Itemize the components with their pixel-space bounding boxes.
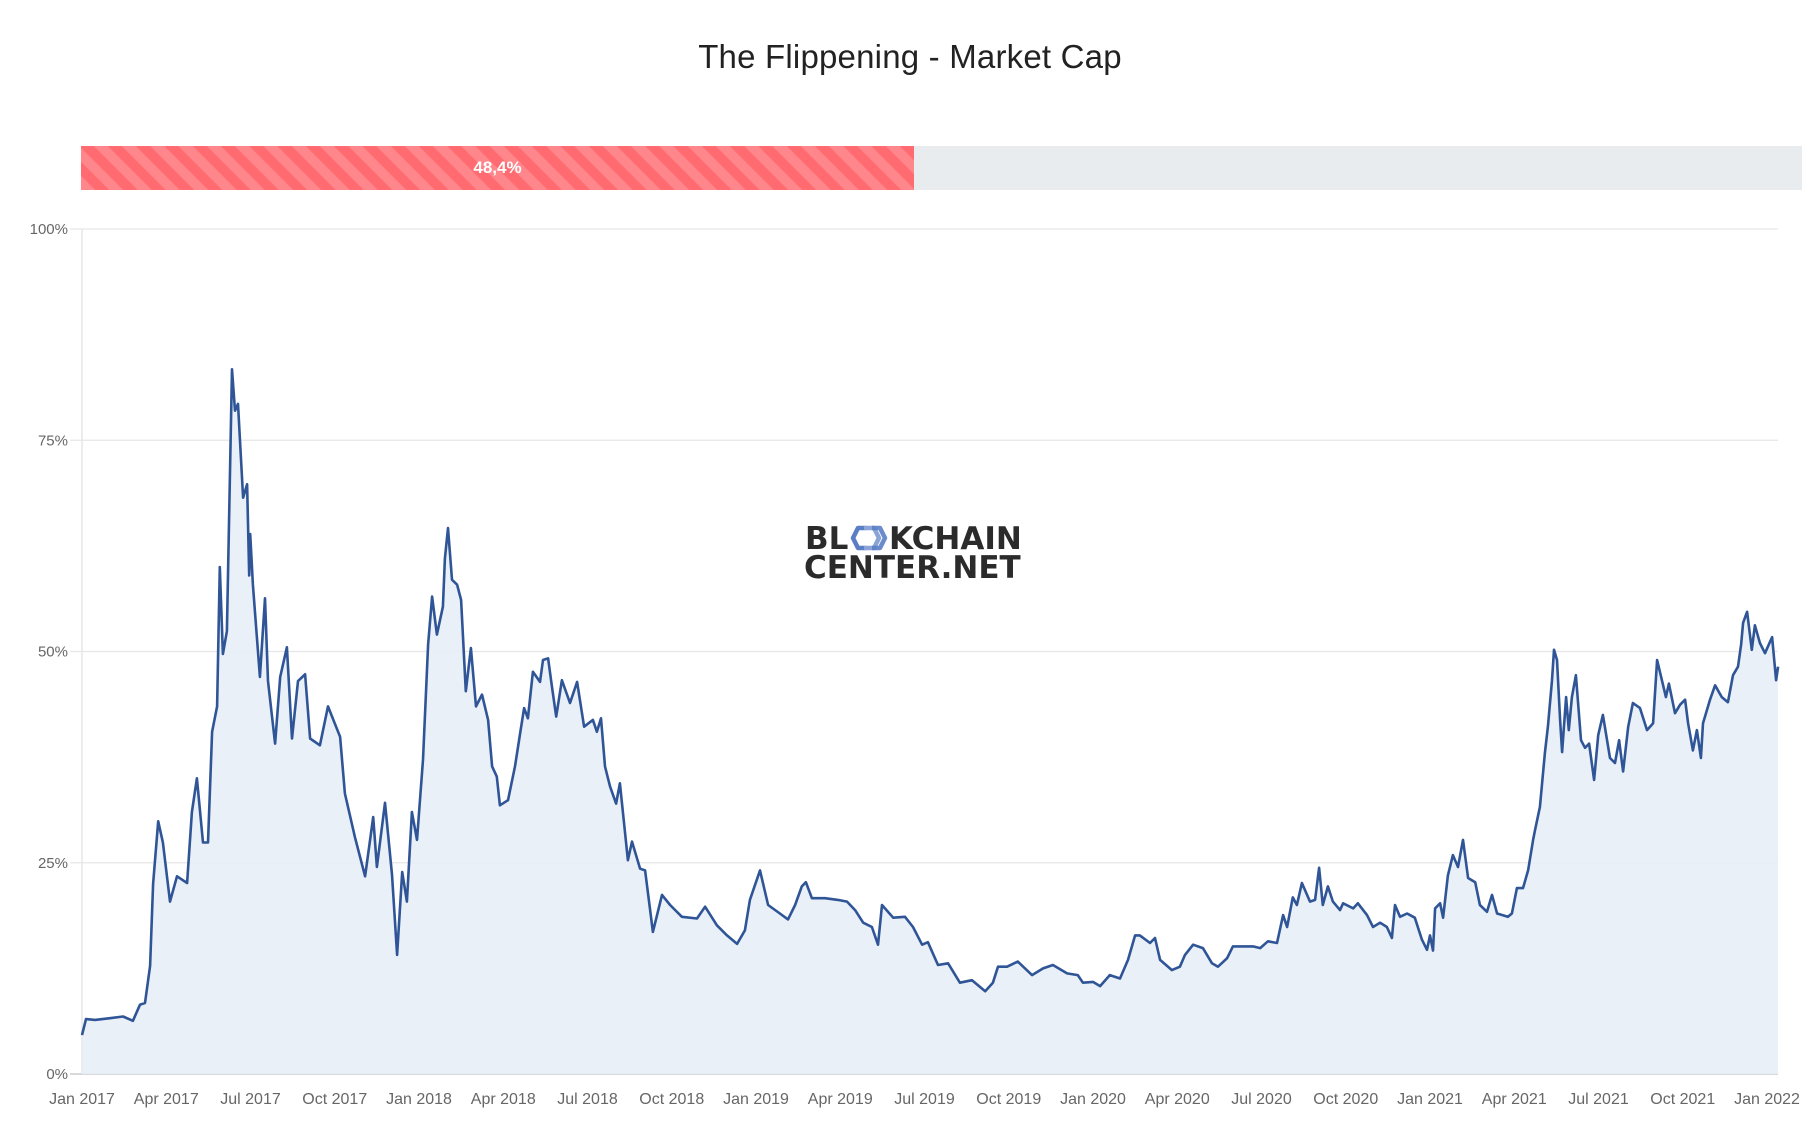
watermark-text-bl: BL bbox=[805, 521, 848, 557]
chain-link-icon bbox=[850, 525, 888, 551]
x-tick-label: Oct 2020 bbox=[1313, 1091, 1378, 1108]
series-line bbox=[80, 368, 1780, 1036]
x-tick-label: Jan 2019 bbox=[723, 1091, 789, 1108]
x-tick-label: Jul 2017 bbox=[220, 1091, 281, 1108]
flippening-progress-bar: 48,4% bbox=[81, 146, 1802, 190]
x-tick-label: Oct 2018 bbox=[639, 1091, 704, 1108]
x-tick-label: Jan 2017 bbox=[49, 1091, 115, 1108]
x-tick-label: Jul 2021 bbox=[1568, 1091, 1629, 1108]
y-tick-label: 50% bbox=[38, 644, 68, 661]
progress-label: 48,4% bbox=[473, 158, 522, 177]
y-tick-label: 0% bbox=[46, 1066, 68, 1083]
x-tick-label: Jul 2020 bbox=[1231, 1091, 1292, 1108]
x-axis: Jan 2017 Apr 2017 Jul 2017 Oct 2017 Jan 2018… bbox=[49, 1091, 1800, 1108]
x-tick-label: Jul 2019 bbox=[894, 1091, 955, 1108]
x-tick-label: Oct 2019 bbox=[976, 1091, 1041, 1108]
area-fill bbox=[82, 369, 1779, 1074]
y-tick-label: 100% bbox=[30, 221, 68, 238]
x-tick-label: Apr 2020 bbox=[1145, 1091, 1210, 1108]
x-tick-label: Jan 2021 bbox=[1397, 1091, 1463, 1108]
progress-fill: 48,4% bbox=[81, 146, 914, 190]
blockchaincenter-watermark: BL KCHAIN CENTER.NET bbox=[804, 521, 1022, 586]
y-tick-label: 75% bbox=[38, 432, 68, 449]
x-tick-label: Jan 2020 bbox=[1060, 1091, 1126, 1108]
watermark-text-centernet: CENTER.NET bbox=[804, 550, 1021, 586]
x-tick-label: Oct 2017 bbox=[302, 1091, 367, 1108]
y-tick-label: 25% bbox=[38, 855, 68, 872]
x-tick-label: Apr 2017 bbox=[134, 1091, 199, 1108]
x-tick-label: Apr 2018 bbox=[471, 1091, 536, 1108]
y-axis: 0% 25% 50% 75% 100% bbox=[30, 221, 68, 1083]
x-tick-label: Jan 2018 bbox=[386, 1091, 452, 1108]
chart-title: The Flippening - Market Cap bbox=[698, 38, 1122, 75]
watermark-text-kchain: KCHAIN bbox=[889, 521, 1022, 557]
x-tick-label: Jul 2018 bbox=[557, 1091, 618, 1108]
x-tick-label: Apr 2019 bbox=[808, 1091, 873, 1108]
x-tick-label: Apr 2021 bbox=[1482, 1091, 1547, 1108]
x-tick-label: Jan 2022 bbox=[1734, 1091, 1800, 1108]
x-tick-label: Oct 2021 bbox=[1650, 1091, 1715, 1108]
